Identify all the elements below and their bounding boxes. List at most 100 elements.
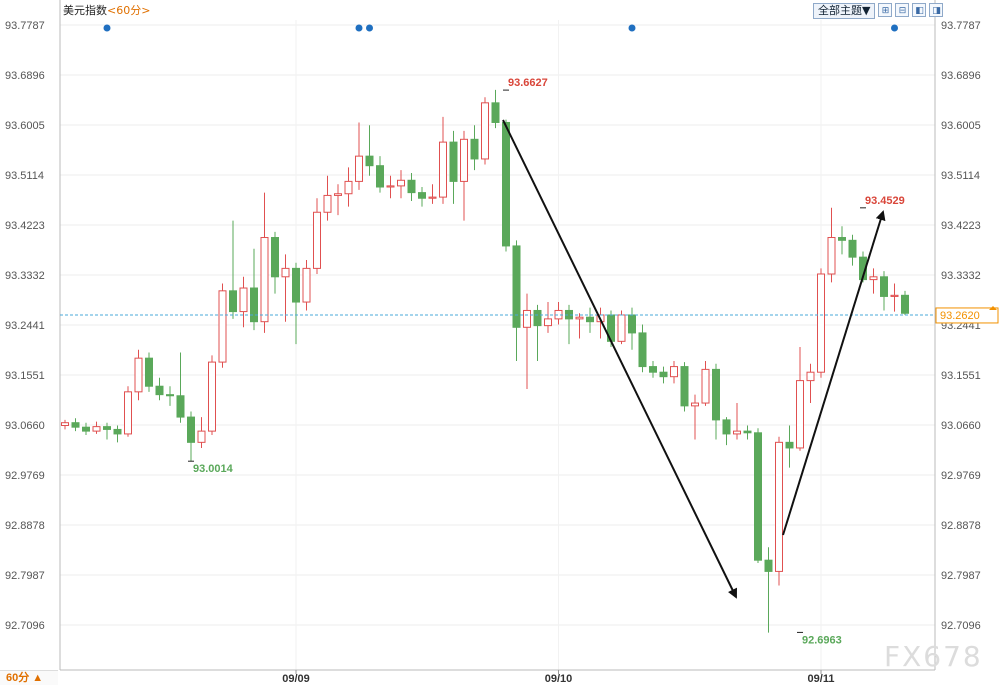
- candle: [869, 268, 878, 294]
- candle-body: [176, 395, 185, 418]
- candle: [313, 198, 321, 274]
- y-axis-right: 93.7787 93.6896 93.6005 93.5114 93.4223 93.33…: [941, 20, 981, 632]
- candle: [796, 346, 804, 451]
- x-tick-label: 09/11: [808, 673, 835, 685]
- candle: [638, 324, 647, 373]
- event-dot[interactable]: [355, 24, 363, 32]
- candle-body: [764, 559, 773, 572]
- scroll-left-icon[interactable]: ◧: [912, 3, 927, 17]
- candle-body: [775, 441, 783, 572]
- high-price-label: 93.4529: [865, 195, 905, 207]
- candle-body: [281, 267, 290, 278]
- candle: [848, 234, 857, 266]
- candle-body: [628, 314, 636, 334]
- candle-body: [617, 314, 626, 342]
- candle-body: [407, 179, 416, 194]
- y-tick-label-right: 93.7787: [941, 20, 981, 32]
- y-tick-label-left: 93.2441: [5, 320, 45, 332]
- uptrend-arrow: [782, 210, 886, 536]
- y-tick-label-left: 93.6005: [5, 120, 45, 132]
- candle-body: [376, 165, 384, 188]
- candle-body: [418, 192, 426, 199]
- trend-arrows: [502, 119, 886, 599]
- candles: [61, 89, 909, 633]
- candle-body: [302, 267, 311, 303]
- candle: [365, 125, 374, 176]
- candle-body: [586, 316, 594, 323]
- candle-body: [880, 276, 888, 297]
- event-dot[interactable]: [891, 24, 898, 32]
- candle: [250, 248, 258, 331]
- candle-body: [502, 121, 510, 247]
- candle-body: [701, 368, 710, 404]
- candle: [344, 167, 353, 207]
- candle: [166, 386, 174, 406]
- current-price-indicator: 93.2620: [60, 305, 999, 324]
- y-tick-label-right: 93.0660: [941, 420, 981, 432]
- y-tick-label-right: 92.8878: [941, 520, 981, 532]
- event-dot[interactable]: [103, 24, 111, 32]
- candle-body: [754, 432, 762, 561]
- candle-body: [722, 419, 731, 435]
- zoom-in-icon[interactable]: ⊞: [878, 3, 893, 17]
- candle: [617, 310, 626, 345]
- y-tick-label-left: 93.7787: [5, 20, 45, 32]
- candle: [82, 422, 90, 436]
- scroll-right-icon[interactable]: ◨: [929, 3, 944, 17]
- candle: [544, 302, 552, 333]
- candle-body: [166, 394, 174, 397]
- candle-body: [575, 316, 584, 320]
- candle-body: [785, 441, 794, 449]
- candle: [502, 119, 510, 252]
- candle-body: [334, 193, 342, 196]
- y-tick-label-right: 92.7987: [941, 570, 981, 582]
- candle: [754, 428, 762, 563]
- candle: [187, 411, 195, 462]
- event-dot[interactable]: [628, 24, 636, 32]
- candle-body: [470, 138, 479, 160]
- y-tick-label-left: 93.0660: [5, 420, 45, 432]
- candle-body: [901, 294, 909, 314]
- candle: [533, 304, 542, 361]
- candle: [481, 97, 489, 165]
- candle-body: [691, 402, 699, 407]
- candle: [323, 175, 332, 221]
- candle: [785, 425, 794, 468]
- current-price-label: 93.2620: [940, 310, 980, 322]
- candle-body: [103, 426, 111, 430]
- y-tick-label-right: 92.7096: [941, 620, 981, 632]
- candle-body: [397, 179, 405, 187]
- candle-body: [323, 194, 332, 213]
- candle-body: [659, 371, 668, 378]
- y-tick-label-right: 93.4223: [941, 220, 981, 232]
- candle: [838, 226, 846, 255]
- candle: [890, 283, 899, 312]
- instrument-title: 美元指数<60分>: [63, 3, 150, 17]
- candle-body: [82, 426, 90, 432]
- low-price-label: 92.6963: [802, 634, 842, 646]
- candle-body: [649, 366, 657, 373]
- candle-body: [817, 273, 825, 373]
- y-tick-label-right: 93.1551: [941, 370, 981, 382]
- y-tick-label-left: 92.7096: [5, 620, 45, 632]
- candle-body: [239, 287, 248, 313]
- candle-body: [796, 380, 804, 449]
- candle-body: [890, 294, 899, 297]
- candle-body: [848, 239, 857, 258]
- candle: [176, 352, 185, 423]
- zoom-out-icon[interactable]: ⊟: [895, 3, 910, 17]
- chart-toolbar: 全部主题▼ ⊞ ⊟ ◧ ◨: [813, 3, 944, 19]
- candle-body: [344, 180, 353, 195]
- candle: [302, 259, 311, 311]
- candle: [229, 220, 237, 319]
- candle: [260, 192, 269, 333]
- candle-body: [197, 430, 206, 443]
- instrument-name: 美元指数: [63, 3, 107, 17]
- period-selector[interactable]: 60分 ▲: [0, 670, 58, 685]
- theme-dropdown[interactable]: 全部主题▼: [813, 3, 876, 19]
- candle-body: [712, 368, 720, 421]
- candle: [418, 187, 426, 207]
- candle-body: [271, 237, 279, 278]
- event-dot[interactable]: [366, 24, 373, 32]
- candle-body: [208, 361, 216, 432]
